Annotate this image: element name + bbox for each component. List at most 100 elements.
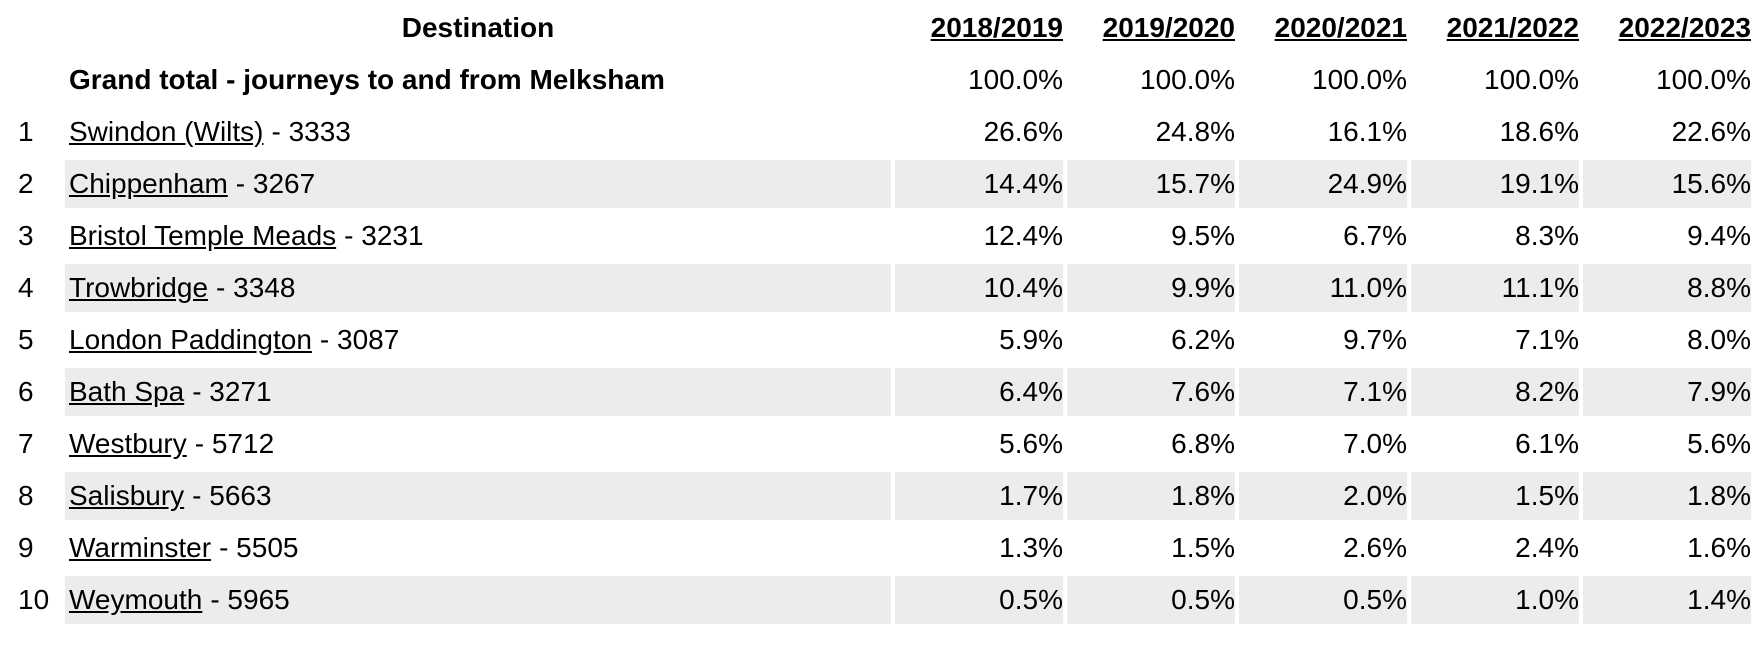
share-cell: 1.5% — [1171, 532, 1235, 563]
destination-row: 9 Warminster - 5505 1.3% 1.5% 2.6% 2.4% 1.6% — [4, 524, 1751, 572]
destination-header: Destination — [401, 12, 555, 43]
destination-link[interactable]: Weymouth — [69, 584, 203, 615]
station-code: - 5663 — [192, 480, 272, 511]
journeys-table: Destination 2018/2019 2019/2020 2020/2021 2… — [4, 4, 1751, 624]
share-cell: 9.7% — [1343, 324, 1407, 355]
destination-link[interactable]: London Paddington — [69, 324, 312, 355]
destination-cell: Salisbury - 5663 — [65, 472, 891, 520]
share-cell: 5.6% — [1687, 428, 1751, 459]
year-header: 2018/2019 — [895, 4, 1063, 52]
share-cell: 8.2% — [1411, 368, 1579, 416]
table-body: Grand total - journeys to and from Melks… — [4, 56, 1751, 624]
year-sort-link[interactable]: 2018/2019 — [930, 12, 1063, 43]
station-code: - 5712 — [194, 428, 275, 459]
share-cell: 100.0% — [1312, 64, 1407, 95]
destination-link[interactable]: Chippenham — [69, 168, 228, 199]
share-cell: 18.6% — [1499, 116, 1579, 147]
share-cell: 19.1% — [1411, 160, 1579, 208]
station-code: - 3231 — [344, 220, 424, 251]
share-cell: 100.0% — [1656, 64, 1751, 95]
year-header: 2022/2023 — [1583, 4, 1751, 52]
rank-cell: 2 — [18, 168, 34, 199]
destination-row: 3 Bristol Temple Meads - 3231 12.4% 9.5% 6.7%… — [4, 212, 1751, 260]
year-sort-link[interactable]: 2021/2022 — [1446, 12, 1579, 43]
destination-row: 5 London Paddington - 3087 5.9% 6.2% 9.7% 7.1%… — [4, 316, 1751, 364]
station-code: - 5505 — [219, 532, 299, 563]
grand-total-label: Grand total - journeys to and from Melks… — [69, 64, 665, 95]
share-cell: 7.6% — [1067, 368, 1235, 416]
share-cell: 1.0% — [1411, 576, 1579, 624]
share-cell: 1.4% — [1583, 576, 1751, 624]
share-cell: 8.0% — [1687, 324, 1751, 355]
rank-cell: 8 — [18, 480, 34, 511]
destination-cell: Swindon (Wilts) - 3333 — [65, 108, 891, 156]
destination-row: 4 Trowbridge - 3348 10.4% 9.9% 11.0% 11.1% 8.8% — [4, 264, 1751, 312]
rank-cell — [4, 56, 61, 104]
share-cell: 14.4% — [895, 160, 1063, 208]
destination-link[interactable]: Bristol Temple Meads — [69, 220, 337, 251]
share-cell: 1.8% — [1067, 472, 1235, 520]
share-cell: 9.4% — [1687, 220, 1751, 251]
share-cell: 24.8% — [1155, 116, 1235, 147]
share-cell: 22.6% — [1671, 116, 1751, 147]
rank-cell: 3 — [18, 220, 34, 251]
destination-link[interactable]: Swindon (Wilts) — [69, 116, 264, 147]
share-cell: 11.1% — [1411, 264, 1579, 312]
share-cell: 1.5% — [1411, 472, 1579, 520]
destination-cell: Westbury - 5712 — [65, 420, 891, 468]
share-cell: 0.5% — [1067, 576, 1235, 624]
destination-row: 10 Weymouth - 5965 0.5% 0.5% 0.5% 1.0% 1.4% — [4, 576, 1751, 624]
share-cell: 1.7% — [895, 472, 1063, 520]
destination-row: 2 Chippenham - 3267 14.4% 15.7% 24.9% 19.1% 15.… — [4, 160, 1751, 208]
share-cell: 9.9% — [1067, 264, 1235, 312]
share-cell: 2.6% — [1343, 532, 1407, 563]
share-cell: 15.6% — [1583, 160, 1751, 208]
share-cell: 100.0% — [1484, 64, 1579, 95]
destination-cell: Chippenham - 3267 — [65, 160, 891, 208]
share-cell: 1.8% — [1583, 472, 1751, 520]
destination-link[interactable]: Trowbridge — [69, 272, 209, 303]
destination-row: 7 Westbury - 5712 5.6% 6.8% 7.0% 6.1% 5.6% — [4, 420, 1751, 468]
share-cell: 6.2% — [1171, 324, 1235, 355]
year-sort-link[interactable]: 2020/2021 — [1274, 12, 1407, 43]
year-sort-link[interactable]: 2022/2023 — [1618, 12, 1751, 43]
share-cell: 26.6% — [983, 116, 1063, 147]
station-code: - 3348 — [216, 272, 296, 303]
destination-row: 6 Bath Spa - 3271 6.4% 7.6% 7.1% 8.2% 7.9% — [4, 368, 1751, 416]
destination-link[interactable]: Salisbury — [69, 480, 185, 511]
share-cell: 0.5% — [895, 576, 1063, 624]
rank-cell: 1 — [18, 116, 34, 147]
destination-cell: Bath Spa - 3271 — [65, 368, 891, 416]
share-cell: 5.6% — [999, 428, 1063, 459]
destination-cell: Bristol Temple Meads - 3231 — [65, 212, 891, 260]
year-sort-link[interactable]: 2019/2020 — [1102, 12, 1235, 43]
destination-link[interactable]: Westbury — [69, 428, 187, 459]
share-cell: 100.0% — [1140, 64, 1235, 95]
share-cell: 16.1% — [1327, 116, 1407, 147]
share-cell: 7.0% — [1343, 428, 1407, 459]
station-code: - 3271 — [192, 376, 272, 407]
grand-total-row: Grand total - journeys to and from Melks… — [4, 56, 1751, 104]
destination-cell: Trowbridge - 3348 — [65, 264, 891, 312]
share-cell: 6.4% — [895, 368, 1063, 416]
year-header: 2019/2020 — [1067, 4, 1235, 52]
share-cell: 2.4% — [1515, 532, 1579, 563]
destination-row: 8 Salisbury - 5663 1.7% 1.8% 2.0% 1.5% 1.8% — [4, 472, 1751, 520]
share-cell: 7.1% — [1515, 324, 1579, 355]
share-cell: 7.1% — [1239, 368, 1407, 416]
share-cell: 0.5% — [1239, 576, 1407, 624]
share-cell: 6.1% — [1515, 428, 1579, 459]
year-header: 2021/2022 — [1411, 4, 1579, 52]
share-cell: 6.8% — [1171, 428, 1235, 459]
rank-header — [4, 4, 61, 52]
destination-link[interactable]: Bath Spa — [69, 376, 185, 407]
share-cell: 7.9% — [1583, 368, 1751, 416]
destination-link[interactable]: Warminster — [69, 532, 212, 563]
rank-cell: 9 — [18, 532, 34, 563]
station-code: - 3333 — [271, 116, 351, 147]
station-code: - 3087 — [319, 324, 400, 355]
share-cell: 10.4% — [895, 264, 1063, 312]
station-code: - 5965 — [210, 584, 290, 615]
share-cell: 12.4% — [983, 220, 1063, 251]
